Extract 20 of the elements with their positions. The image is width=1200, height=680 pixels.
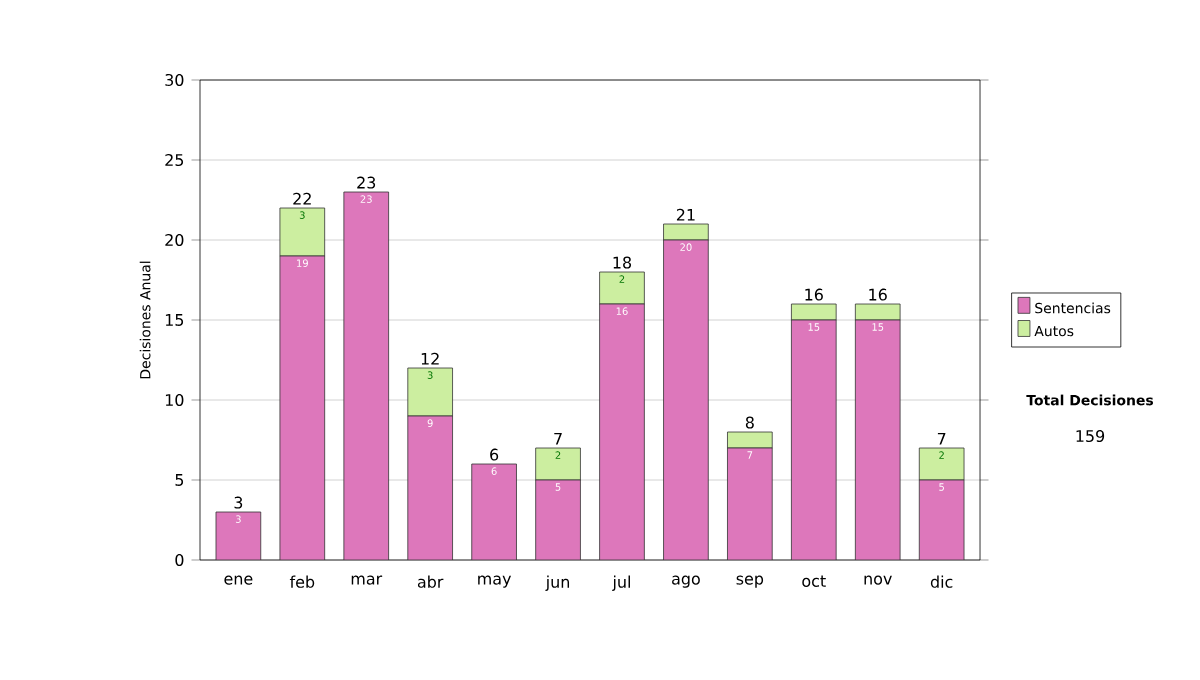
bar [407, 367, 453, 417]
bar [791, 320, 837, 560]
bar [727, 431, 773, 449]
bar [535, 447, 581, 481]
bar [215, 512, 261, 560]
bar [407, 416, 453, 560]
bar [279, 256, 325, 560]
bar [854, 303, 901, 321]
bar [343, 192, 389, 560]
bar [663, 240, 709, 560]
bar [535, 480, 581, 560]
bar [663, 223, 709, 241]
bar [727, 448, 773, 560]
bar [918, 479, 965, 560]
bar [791, 303, 837, 321]
bar [599, 271, 645, 305]
bar [855, 320, 901, 560]
bar [279, 207, 326, 257]
bar [599, 304, 645, 560]
bar [471, 464, 517, 560]
